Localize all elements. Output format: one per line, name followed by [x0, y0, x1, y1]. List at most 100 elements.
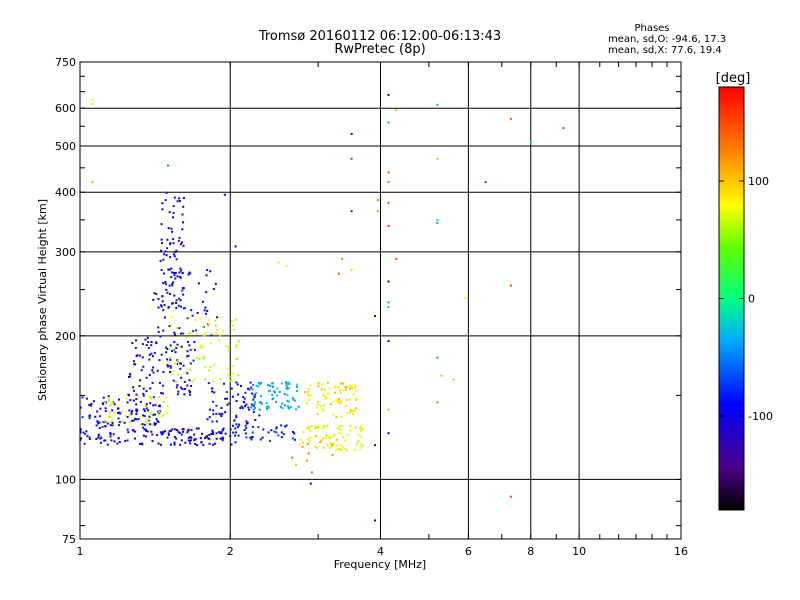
data-point: [352, 393, 355, 396]
data-point: [209, 270, 212, 273]
data-point: [325, 396, 328, 399]
data-point: [88, 436, 91, 439]
data-point: [152, 396, 155, 399]
data-point: [107, 395, 110, 398]
data-point: [110, 402, 113, 405]
data-point: [340, 415, 343, 418]
data-point: [240, 385, 242, 387]
data-point: [339, 389, 342, 392]
data-point: [251, 392, 254, 395]
data-point: [214, 319, 217, 322]
data-point: [173, 341, 176, 343]
data-point: [186, 355, 189, 358]
data-point: [168, 325, 171, 328]
data-point: [189, 348, 192, 351]
data-point: [301, 446, 304, 448]
y-tick-label: 500: [55, 140, 76, 153]
data-point: [145, 435, 147, 438]
data-point: [228, 402, 231, 405]
data-point: [321, 427, 324, 430]
data-point: [164, 250, 167, 253]
data-point: [230, 375, 233, 378]
data-point: [125, 397, 128, 400]
data-point: [204, 306, 207, 309]
data-point: [225, 345, 228, 348]
data-point: [168, 306, 171, 308]
data-point: [172, 205, 175, 208]
data-point: [164, 199, 167, 202]
data-point: [341, 424, 344, 427]
data-point: [172, 242, 175, 245]
data-point: [395, 109, 398, 111]
data-point: [88, 438, 91, 440]
data-point: [167, 268, 170, 271]
data-point: [267, 431, 270, 434]
data-point: [360, 435, 363, 438]
data-point: [79, 428, 82, 431]
data-point: [346, 386, 349, 389]
data-point: [129, 373, 132, 375]
data-point: [83, 442, 86, 445]
data-point: [135, 418, 138, 421]
data-point: [206, 324, 209, 327]
data-point: [227, 349, 230, 352]
data-point: [137, 395, 140, 398]
data-point: [316, 446, 318, 449]
data-point: [387, 305, 390, 308]
data-point: [316, 406, 318, 409]
data-point: [350, 268, 353, 271]
data-point: [155, 434, 158, 437]
data-point: [348, 398, 351, 401]
data-point: [81, 416, 84, 419]
data-point: [117, 412, 120, 414]
data-point: [197, 427, 200, 430]
data-point: [139, 423, 142, 426]
grid-lines: [80, 62, 681, 539]
data-point: [291, 437, 294, 440]
data-point: [436, 218, 439, 221]
data-point: [102, 396, 105, 399]
data-point: [148, 358, 151, 361]
data-point: [295, 383, 298, 386]
data-point: [180, 376, 183, 379]
data-point: [211, 420, 214, 423]
data-point: [295, 385, 298, 388]
data-point: [327, 436, 330, 439]
data-point: [251, 431, 254, 434]
data-point: [146, 405, 149, 407]
data-point: [463, 297, 466, 299]
data-point: [155, 422, 157, 425]
data-point: [307, 399, 310, 401]
data-point: [187, 428, 190, 431]
data-point: [208, 442, 211, 445]
data-point: [155, 418, 158, 420]
data-point: [319, 441, 322, 443]
data-point: [324, 397, 327, 400]
data-point: [200, 441, 203, 444]
data-point: [186, 317, 189, 320]
data-point: [269, 439, 271, 442]
data-point: [324, 437, 327, 439]
data-point: [275, 426, 278, 429]
data-point: [188, 389, 191, 392]
data-point: [230, 443, 233, 446]
data-point: [280, 436, 283, 439]
data-point: [180, 269, 183, 272]
data-point: [210, 334, 213, 337]
data-point: [188, 317, 191, 319]
data-point: [176, 343, 179, 346]
data-point: [248, 388, 251, 391]
data-point: [149, 423, 152, 426]
data-point: [226, 373, 229, 376]
data-point: [131, 342, 134, 344]
data-point: [180, 362, 182, 365]
data-point: [182, 364, 185, 367]
data-point: [175, 437, 178, 440]
data-point: [149, 402, 152, 405]
data-point: [265, 402, 268, 405]
data-point: [108, 412, 111, 415]
data-point: [117, 407, 120, 410]
data-point: [140, 400, 142, 403]
data-point: [176, 327, 178, 330]
data-point: [276, 387, 279, 390]
